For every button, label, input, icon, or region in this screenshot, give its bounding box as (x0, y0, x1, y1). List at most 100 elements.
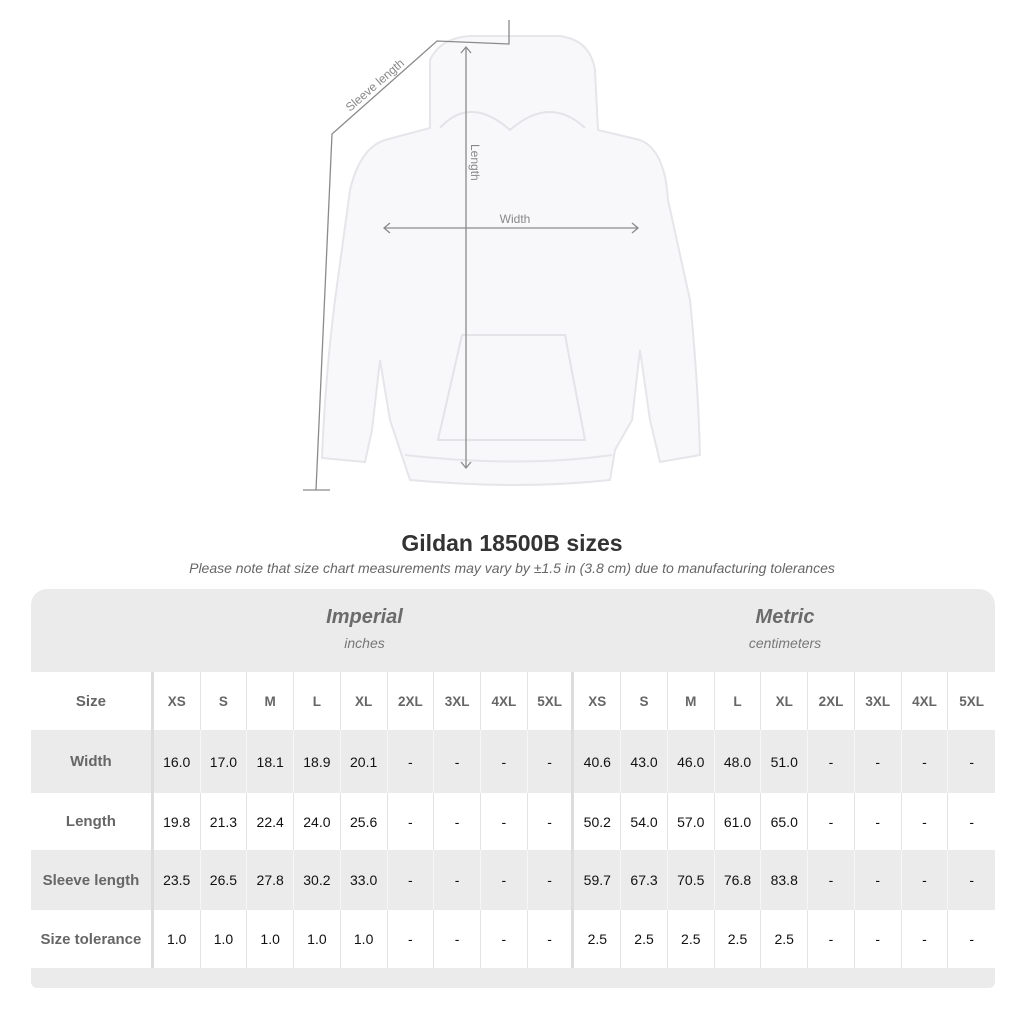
metric-value-cell: - (969, 753, 975, 770)
imperial-size-header: 4XL (481, 672, 528, 730)
metric-unit: centimeters (748, 635, 822, 651)
chart-title: Gildan 18500B sizes (401, 530, 623, 556)
metric-value-cell: - (969, 872, 975, 888)
metric-value-cell: 2.5 (574, 910, 622, 968)
metric-size-header: 5XL (959, 693, 985, 709)
row-label: Sleeve length (31, 850, 154, 910)
imperial-value-cell: - (434, 730, 481, 793)
metric-value-cell: 70.5 (668, 850, 715, 910)
imperial-value-cell: 23.5 (154, 850, 201, 910)
metric-size-header: 3XL (855, 672, 902, 730)
metric-value-cell: - (855, 730, 902, 793)
metric-value-cell: 61.0 (715, 793, 762, 850)
metric-value-cell: - (855, 850, 902, 910)
row-label: Length (31, 793, 154, 850)
imperial-value-cell: - (434, 910, 481, 968)
sleeve-length-label: Sleeve length (343, 56, 407, 114)
row-label: Width (31, 730, 154, 793)
imperial-size-header: 2XL (388, 672, 435, 730)
imperial-value-cell: - (388, 730, 435, 793)
imperial-value-cell: - (528, 850, 575, 910)
length-label: Length (468, 144, 482, 181)
metric-value-cell: 67.3 (621, 850, 668, 910)
imperial-size-header: M (247, 672, 295, 730)
metric-value-cell: 57.0 (668, 793, 715, 850)
metric-value-cell: - (969, 931, 975, 947)
imperial-size-header: 3XL (434, 672, 481, 730)
imperial-value-cell: 27.8 (247, 850, 295, 910)
imperial-value-cell: 22.4 (247, 793, 295, 850)
imperial-value-cell: 19.8 (154, 793, 201, 850)
metric-value-cell: - (808, 910, 855, 968)
metric-value-cell: 51.0 (761, 730, 809, 793)
imperial-value-cell: - (528, 730, 575, 793)
metric-title: Metric (755, 606, 815, 628)
metric-size-header: 4XL (902, 672, 949, 730)
imperial-value-cell: - (481, 730, 528, 793)
metric-value-cell: - (969, 813, 975, 830)
imperial-value-cell: 1.0 (294, 910, 341, 968)
size-column-header: Size (31, 672, 154, 730)
size-table: Imperial inches Metric centimeters Size X… (31, 589, 995, 988)
metric-size-header: M (668, 672, 715, 730)
imperial-value-cell: 1.0 (201, 910, 248, 968)
imperial-value-cell: - (528, 910, 575, 968)
imperial-value-cell: - (481, 850, 528, 910)
imperial-value-cell: 30.2 (294, 850, 341, 910)
metric-value-cell: 50.2 (574, 793, 622, 850)
imperial-value-cell: 1.0 (341, 910, 388, 968)
hoodie-diagram: Sleeve length Length Width (303, 20, 702, 491)
imperial-size-header: XL (341, 672, 388, 730)
metric-value-cell: 48.0 (715, 730, 762, 793)
row-label: Size tolerance (31, 910, 154, 968)
imperial-size-header: 5XL (528, 672, 575, 730)
metric-value-cell: 43.0 (621, 730, 668, 793)
metric-value-cell: - (902, 850, 949, 910)
imperial-group-header: Imperial inches (154, 589, 575, 672)
imperial-unit: inches (344, 635, 385, 651)
imperial-value-cell: - (434, 793, 481, 850)
size-header-row: Size XS S M L XL 2XL 3XL 4XL 5XL XS S M L XL 2XL 3XL 4XL 5… (31, 672, 995, 730)
width-label: Width (500, 212, 531, 226)
imperial-value-cell: - (528, 793, 575, 850)
metric-value-cell: 83.8 (761, 850, 809, 910)
imperial-size-header: L (294, 672, 341, 730)
metric-value-cell: 2.5 (621, 910, 668, 968)
imperial-value-cell: 18.9 (294, 730, 341, 793)
metric-value-cell: - (855, 910, 902, 968)
metric-value-cell: 40.6 (574, 730, 622, 793)
imperial-value-cell: 1.0 (247, 910, 295, 968)
imperial-value-cell: 1.0 (154, 910, 201, 968)
metric-value-cell: - (808, 850, 855, 910)
imperial-value-cell: - (388, 850, 435, 910)
metric-group-header: Metric centimeters (575, 589, 995, 672)
imperial-value-cell: 21.3 (201, 793, 248, 850)
sleeve-length-line (315, 20, 510, 491)
hoodie-image (320, 35, 702, 486)
metric-value-cell: 76.8 (715, 850, 762, 910)
table-row: Size tolerance 1.0 1.0 1.0 1.0 1.0- - - -2.5 2.5 2… (31, 910, 995, 968)
metric-value-cell: 59.7 (574, 850, 622, 910)
metric-value-cell: - (855, 793, 902, 850)
table-row: Length 19.8 21.3 22.4 24.0 25.6- - - -50.2 54.0 57… (31, 793, 995, 850)
metric-value-cell: 2.5 (668, 910, 715, 968)
imperial-title: Imperial (326, 606, 403, 628)
metric-value-cell: 2.5 (715, 910, 762, 968)
table-row: Width 16.0 17.0 18.1 18.9 20.1- - - -40.6 43.0 46.… (31, 730, 995, 793)
imperial-value-cell: - (388, 910, 435, 968)
metric-value-cell: - (902, 730, 949, 793)
metric-value-cell: - (902, 793, 949, 850)
metric-size-header: L (715, 672, 762, 730)
imperial-value-cell: 20.1 (341, 730, 388, 793)
imperial-value-cell: 18.1 (247, 730, 295, 793)
metric-value-cell: - (808, 793, 855, 850)
metric-size-header: 2XL (808, 672, 855, 730)
imperial-value-cell: 26.5 (201, 850, 248, 910)
table-row: Sleeve length 23.5 26.5 27.8 30.2 33.0- - - -59.… (31, 850, 995, 910)
metric-size-header: XS (574, 672, 622, 730)
metric-value-cell: 2.5 (761, 910, 809, 968)
imperial-value-cell: - (481, 910, 528, 968)
imperial-value-cell: 16.0 (154, 730, 201, 793)
metric-value-cell: 65.0 (761, 793, 809, 850)
imperial-value-cell: 17.0 (201, 730, 248, 793)
